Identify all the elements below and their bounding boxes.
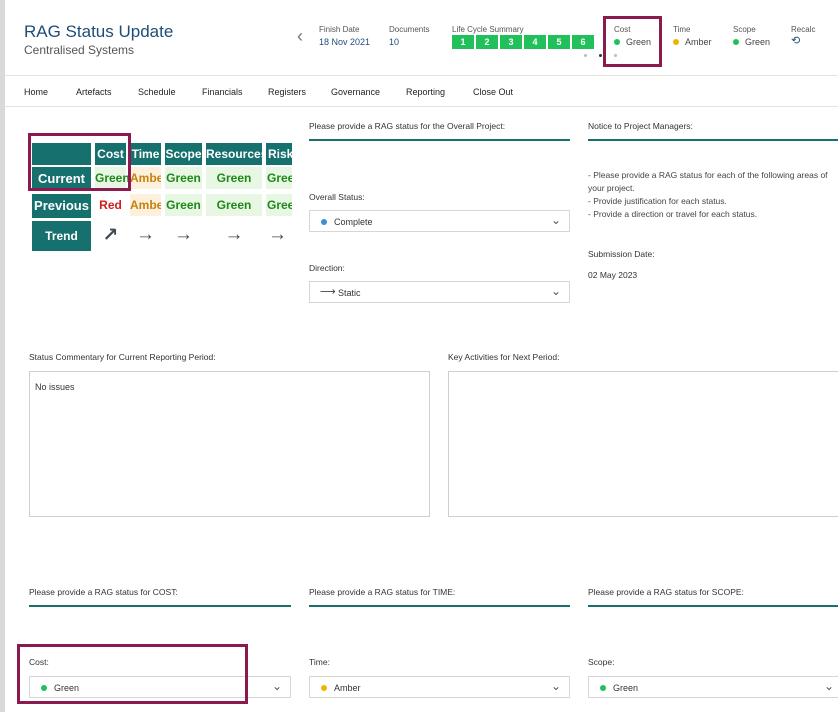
finish-date: Finish Date 18 Nov 2021 xyxy=(319,25,371,47)
matrix-previous-resources: Green xyxy=(206,194,262,216)
nav-registers[interactable]: Registers xyxy=(268,87,307,97)
highlight-box-cost-field xyxy=(17,644,248,704)
matrix-header-scope: Scope xyxy=(165,143,202,165)
scope-section-label: Please provide a RAG status for SCOPE: xyxy=(588,587,744,597)
matrix-header-cost: Cost xyxy=(95,143,126,165)
scope-dropdown[interactable]: Green ⌄ xyxy=(588,676,838,698)
trend-up-right-arrow-icon: ↗ xyxy=(102,225,119,246)
green-status-dot-icon xyxy=(41,685,47,691)
amber-status-dot-icon xyxy=(673,38,679,45)
pager-dot[interactable] xyxy=(614,54,617,57)
nav-governance[interactable]: Governance xyxy=(331,87,381,97)
submission-date-value: 02 May 2023 xyxy=(588,270,638,280)
key-activities-textarea[interactable] xyxy=(448,371,838,517)
matrix-previous-scope: Green xyxy=(165,194,202,216)
lifecycle-step-6[interactable]: 6 xyxy=(572,35,594,49)
green-status-dot-icon xyxy=(733,38,739,45)
chevron-down-icon: ⌄ xyxy=(550,213,561,227)
trend-right-arrow-icon: → xyxy=(268,224,287,245)
chevron-down-icon: ⌄ xyxy=(823,679,834,693)
page-title: RAG Status Update xyxy=(24,22,174,41)
matrix-current-scope: Green xyxy=(165,167,202,189)
overall-section-label: Please provide a RAG status for the Over… xyxy=(309,121,506,131)
page-subtitle: Centralised Systems xyxy=(24,43,135,57)
submission-date-label: Submission Date: xyxy=(588,249,655,259)
matrix-header-time: Time xyxy=(130,143,161,165)
green-status-dot-icon xyxy=(614,38,620,45)
nav-financials[interactable]: Financials xyxy=(202,87,243,97)
matrix-current-resources: Green xyxy=(206,167,262,189)
matrix-row-previous: Previous xyxy=(32,194,91,218)
chevron-down-icon: ⌄ xyxy=(550,284,561,298)
overall-status-dropdown[interactable]: Complete ⌄ xyxy=(309,210,570,232)
trend-right-arrow-icon: → xyxy=(136,224,155,245)
direction-label: Direction: xyxy=(309,263,345,273)
notice-divider xyxy=(588,139,838,141)
matrix-current-cost: Green xyxy=(95,167,130,189)
trend-right-arrow-icon: → xyxy=(224,224,244,245)
cost-field-label: Cost: xyxy=(29,657,49,667)
matrix-previous-risk: Green xyxy=(266,194,292,216)
lifecycle-step-3[interactable]: 3 xyxy=(500,35,522,49)
left-edge-bar xyxy=(0,0,5,712)
commentary-label: Status Commentary for Current Reporting … xyxy=(29,352,216,362)
chevron-down-icon: ⌄ xyxy=(550,679,561,693)
amber-status-dot-icon xyxy=(321,685,327,691)
chevron-left-icon[interactable]: ‹ xyxy=(297,26,303,46)
matrix-corner xyxy=(32,143,91,165)
nav-reporting[interactable]: Reporting xyxy=(406,87,446,97)
blue-status-dot-icon xyxy=(321,219,327,225)
overall-status-label: Overall Status: xyxy=(309,192,365,202)
nav-schedule[interactable]: Schedule xyxy=(138,87,176,97)
page-header: RAG Status Update Centralised Systems ‹ … xyxy=(5,0,838,76)
lifecycle-step-1[interactable]: 1 xyxy=(452,35,474,49)
scope-field-label: Scope: xyxy=(588,657,615,667)
time-dropdown[interactable]: Amber ⌄ xyxy=(309,676,570,698)
highlight-box-header-cost xyxy=(603,16,662,67)
header-cost-status: Cost Green xyxy=(614,25,652,47)
matrix-previous-time: Amber xyxy=(130,194,161,216)
documents[interactable]: Documents 10 xyxy=(389,25,430,47)
lifecycle-step-4[interactable]: 4 xyxy=(524,35,546,49)
cost-dropdown[interactable]: Green ⌄ xyxy=(29,676,291,698)
nav-artefacts[interactable]: Artefacts xyxy=(76,87,112,97)
key-activities-label: Key Activities for Next Period: xyxy=(448,352,560,362)
right-arrow-icon: ⟶ xyxy=(320,286,336,298)
main-nav: Home Artefacts Schedule Financials Regis… xyxy=(5,77,838,107)
trend-right-arrow-icon: → xyxy=(174,224,193,245)
recalc-button[interactable]: Recalc ⟲ xyxy=(791,25,816,47)
cost-section-label: Please provide a RAG status for COST: xyxy=(29,587,178,597)
pager-dot[interactable] xyxy=(584,54,587,57)
lifecycle-step-2[interactable]: 2 xyxy=(476,35,498,49)
matrix-row-current: Current xyxy=(32,167,91,191)
matrix-previous-cost: Red xyxy=(95,194,126,216)
overall-divider xyxy=(309,139,570,141)
cost-divider xyxy=(29,605,291,607)
direction-dropdown[interactable]: ⟶ Static ⌄ xyxy=(309,281,570,303)
refresh-icon: ⟲ xyxy=(791,35,801,47)
matrix-header-risk: Risk xyxy=(266,143,292,165)
highlight-box-matrix-cost xyxy=(28,133,131,191)
scope-divider xyxy=(588,605,838,607)
commentary-textarea[interactable]: No issues xyxy=(29,371,430,517)
matrix-row-trend: Trend xyxy=(32,221,91,251)
lifecycle-step-5[interactable]: 5 xyxy=(548,35,570,49)
notice-section-label: Notice to Project Managers: xyxy=(588,121,693,131)
pager-dot-active[interactable] xyxy=(599,54,602,57)
nav-close-out[interactable]: Close Out xyxy=(473,87,514,97)
time-divider xyxy=(309,605,570,607)
time-section-label: Please provide a RAG status for TIME: xyxy=(309,587,456,597)
green-status-dot-icon xyxy=(600,685,606,691)
chevron-down-icon: ⌄ xyxy=(271,679,282,693)
time-field-label: Time: xyxy=(309,657,330,667)
header-scope-status: Scope Green xyxy=(733,25,771,47)
matrix-header-resources: Resources xyxy=(206,143,267,165)
notice-text: - Please provide a RAG status for each o… xyxy=(588,170,828,219)
header-time-status: Time Amber xyxy=(673,25,712,47)
nav-home[interactable]: Home xyxy=(24,87,49,97)
matrix-current-risk: Green xyxy=(266,167,292,189)
matrix-current-time: Amber xyxy=(130,167,161,189)
